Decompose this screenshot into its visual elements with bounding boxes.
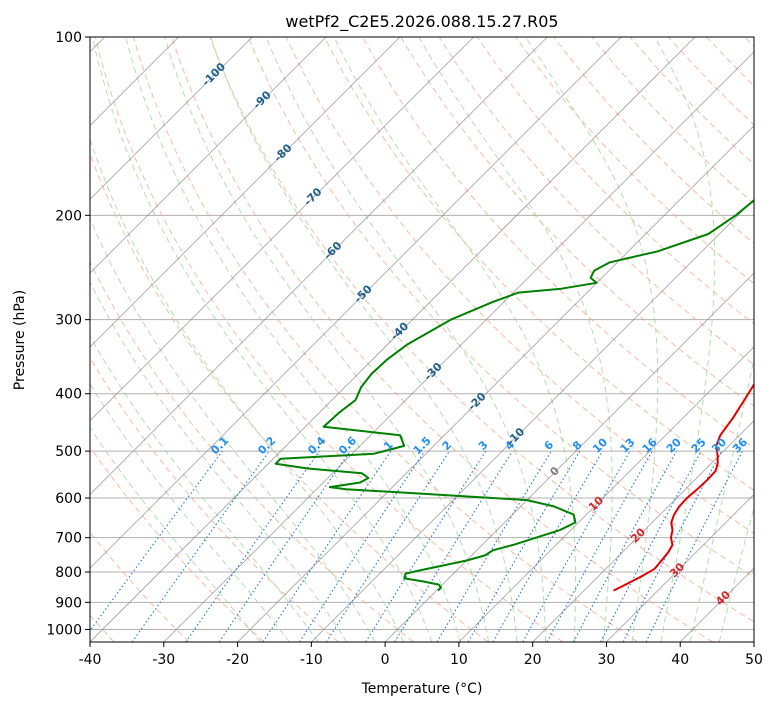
y-axis-label: Pressure (hPa) (12, 290, 28, 390)
moist-adiabat-line (90, 383, 290, 642)
temperature-profile-line (613, 382, 754, 592)
mixing-ratio-line (522, 450, 631, 642)
x-tick-label: 40 (671, 652, 689, 668)
mixing-ratio-line (262, 450, 392, 642)
mixing-ratio-line (394, 450, 513, 642)
dry-adiabat-line (90, 446, 265, 642)
moist-adiabat-line (265, 37, 547, 642)
isobar-grid (90, 37, 754, 630)
dry-adiabat-line (247, 37, 754, 578)
moist-adiabat-line (333, 37, 577, 642)
mixing-ratio-line (645, 450, 743, 642)
y-tick-label: 300 (55, 313, 82, 329)
mixing-ratio-line (218, 450, 351, 642)
sounding-series (274, 199, 754, 592)
x-axis-ticks: -40 -30 -20 -10 0 10 20 30 40 50 (79, 642, 763, 668)
moist-adiabat-line (525, 37, 659, 642)
y-axis-ticks: 100 200 300 400 500 600 700 800 900 1000 (46, 30, 90, 638)
dry-adiabat-line (132, 37, 639, 642)
mixing-ratio-line (90, 450, 223, 632)
y-tick-label: 100 (55, 30, 82, 46)
isotherm-line (90, 37, 327, 274)
dry-adiabat-line (515, 37, 754, 285)
dry-adiabat-line (90, 356, 339, 642)
isotherm-line (458, 346, 754, 642)
isotherm-line (237, 125, 754, 642)
dry-adiabat-line (209, 37, 754, 623)
isotherm-line (606, 493, 754, 642)
dry-adiabat-line (94, 37, 564, 642)
moist-adiabat-line (125, 37, 461, 642)
y-tick-label: 200 (55, 208, 82, 224)
mixing-ratio-line (573, 450, 677, 642)
isotherms (90, 37, 754, 642)
mixing-ratio-line (131, 450, 270, 642)
isotherm-line (90, 37, 401, 348)
moist-adiabat-line (90, 280, 348, 642)
isotherm-line (90, 37, 474, 422)
chart-title: wetPf2_C2E5.2026.088.15.27.R05 (285, 12, 558, 32)
moist-adiabat-line (718, 505, 754, 642)
isotherm-line (532, 420, 754, 642)
y-tick-label: 800 (55, 565, 82, 581)
x-tick-label: 50 (745, 652, 763, 668)
mixing-ratio-line (185, 450, 320, 642)
mixing-ratio-line (299, 450, 426, 642)
moist-adiabat-line (90, 335, 319, 642)
dry-adiabat-line (90, 260, 414, 642)
y-tick-label: 700 (55, 531, 82, 547)
isotherm-line (384, 272, 754, 642)
moist-adiabat-line (90, 137, 405, 642)
isotherm-line (90, 37, 548, 495)
moist-adiabats (90, 37, 754, 642)
y-tick-label: 1000 (46, 622, 82, 638)
isotherm-line (90, 37, 253, 200)
dry-adiabats (90, 37, 754, 642)
y-tick-label: 900 (55, 595, 82, 611)
moist-adiabat-line (92, 37, 433, 642)
dry-adiabat-line (476, 37, 754, 325)
y-tick-label: 400 (55, 387, 82, 403)
dry-adiabat-line (171, 37, 713, 642)
isotherm-line (90, 37, 696, 642)
x-tick-label: 0 (381, 652, 390, 668)
moist-adiabat-line (210, 37, 518, 642)
x-tick-label: -30 (152, 652, 175, 668)
x-tick-label: 30 (598, 652, 616, 668)
moist-adiabat-line (689, 356, 754, 642)
mixing-ratio-lines (90, 450, 743, 642)
y-tick-label: 600 (55, 491, 82, 507)
x-tick-label: 20 (524, 652, 542, 668)
x-tick-label: 10 (450, 652, 468, 668)
isotherm-line (90, 37, 622, 569)
x-tick-label: -10 (300, 652, 323, 668)
dry-adiabat-line (438, 37, 754, 366)
isotherm-line (311, 198, 754, 642)
mixing-ratio-line (546, 450, 653, 642)
y-tick-label: 500 (55, 444, 82, 460)
x-tick-label: -40 (79, 652, 102, 668)
dry-adiabat-line (323, 37, 754, 491)
x-axis-label: Temperature (°C) (361, 681, 483, 697)
moist-adiabat-line (90, 217, 376, 642)
moist-adiabat-line (418, 37, 613, 642)
x-tick-label: -20 (226, 652, 249, 668)
moist-adiabat-line (90, 426, 261, 642)
dewpoint-profile-line (274, 199, 754, 592)
isotherm-line (163, 51, 754, 642)
plot-frame (89, 36, 755, 643)
mixing-ratio-line (325, 450, 450, 642)
dry-adiabat-line (285, 37, 754, 535)
moist-adiabat-line (164, 37, 490, 642)
moist-adiabat-line (654, 37, 716, 642)
